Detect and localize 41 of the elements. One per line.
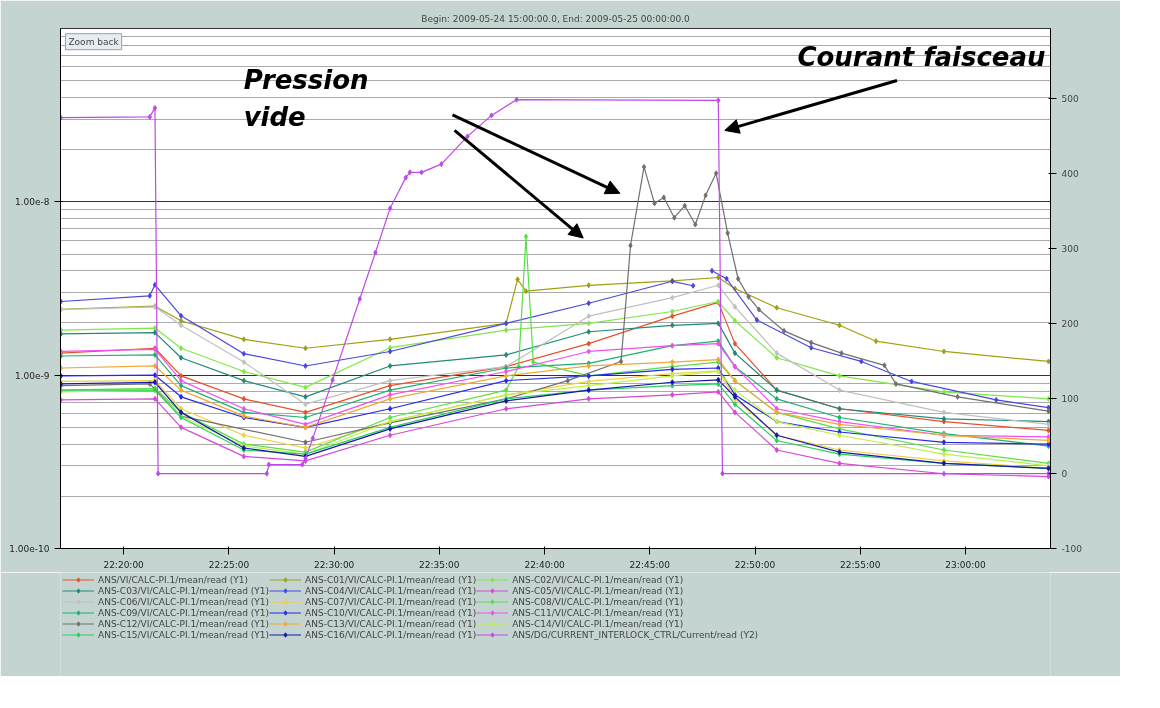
y2-tick-label: 100 (1061, 394, 1079, 405)
x-tick-label: 22:30:00 (313, 559, 355, 570)
x-tick-label: 22:45:00 (629, 559, 671, 570)
legend-label: ANS-C11/VI/CALC-PI.1/mean/read (Y1) (512, 607, 684, 618)
x-tick-label: 22:40:00 (524, 559, 566, 570)
y2-tick-label: 400 (1061, 169, 1079, 180)
annotation: Pression vide (243, 64, 369, 133)
chart-title: Begin: 2009-05-24 15:00:00.0, End: 2009-05-25 00:00:00.0 (421, 13, 691, 24)
y2-tick-label: -100 (1061, 544, 1083, 554)
annotation: Zoom back (68, 36, 120, 47)
x-tick-label: 22:50:00 (734, 559, 776, 570)
x-tick-label: 22:20:00 (103, 559, 145, 570)
legend-label: ANS-C02/VI/CALC-PI.1/mean/read (Y1) (512, 574, 684, 585)
legend-label: ANS-C16/VI/CALC-PI.1/mean/read (Y1) (305, 629, 477, 640)
y2-tick-label: 500 (1061, 94, 1079, 105)
x-tick-label: 22:55:00 (840, 559, 881, 570)
legend-label: ANS/VI/CALC-PI.1/mean/read (Y1) (98, 574, 249, 585)
legend-label: ANS-C13/VI/CALC-PI.1/mean/read (Y1) (305, 618, 477, 629)
y-tick-label: 1.00e-9 (14, 370, 50, 381)
y-tick-label: 1.00e-10 (9, 544, 50, 554)
legend-label: ANS-C08/VI/CALC-PI.1/mean/read (Y1) (512, 596, 684, 607)
y2-tick-label: 0 (1061, 469, 1068, 480)
y2-tick-label: 200 (1061, 319, 1079, 330)
y2-tick-label: 300 (1061, 244, 1079, 255)
y-tick-label: 1.00e-8 (14, 197, 50, 208)
legend-label: ANS-C10/VI/CALC-PI.1/mean/read (Y1) (305, 607, 477, 618)
legend-label: ANS-C03/VI/CALC-PI.1/mean/read (Y1) (98, 585, 270, 596)
legend-label: ANS-C15/VI/CALC-PI.1/mean/read (Y1) (98, 629, 270, 640)
legend-label: ANS/DG/CURRENT_INTERLOCK_CTRL/Current/read (Y2) (512, 629, 759, 640)
annotation: Courant faisceau (797, 41, 1046, 72)
legend-label: ANS-C12/VI/CALC-PI.1/mean/read (Y1) (98, 618, 270, 629)
legend-label: ANS-C09/VI/CALC-PI.1/mean/read (Y1) (98, 607, 270, 618)
legend-label: ANS-C04/VI/CALC-PI.1/mean/read (Y1) (305, 585, 477, 596)
legend-label: ANS-C05/VI/CALC-PI.1/mean/read (Y1) (512, 585, 684, 596)
x-tick-label: 22:35:00 (419, 559, 460, 570)
legend-label: ANS-C07/VI/CALC-PI.1/mean/read (Y1) (305, 596, 477, 607)
legend-label: ANS-C14/VI/CALC-PI.1/mean/read (Y1) (512, 618, 684, 629)
x-tick-label: 23:00:00 (945, 559, 986, 570)
legend-label: ANS-C01/VI/CALC-PI.1/mean/read (Y1) (305, 574, 477, 585)
x-tick-label: 22:25:00 (208, 559, 250, 570)
legend-label: ANS-C06/VI/CALC-PI.1/mean/read (Y1) (98, 596, 270, 607)
